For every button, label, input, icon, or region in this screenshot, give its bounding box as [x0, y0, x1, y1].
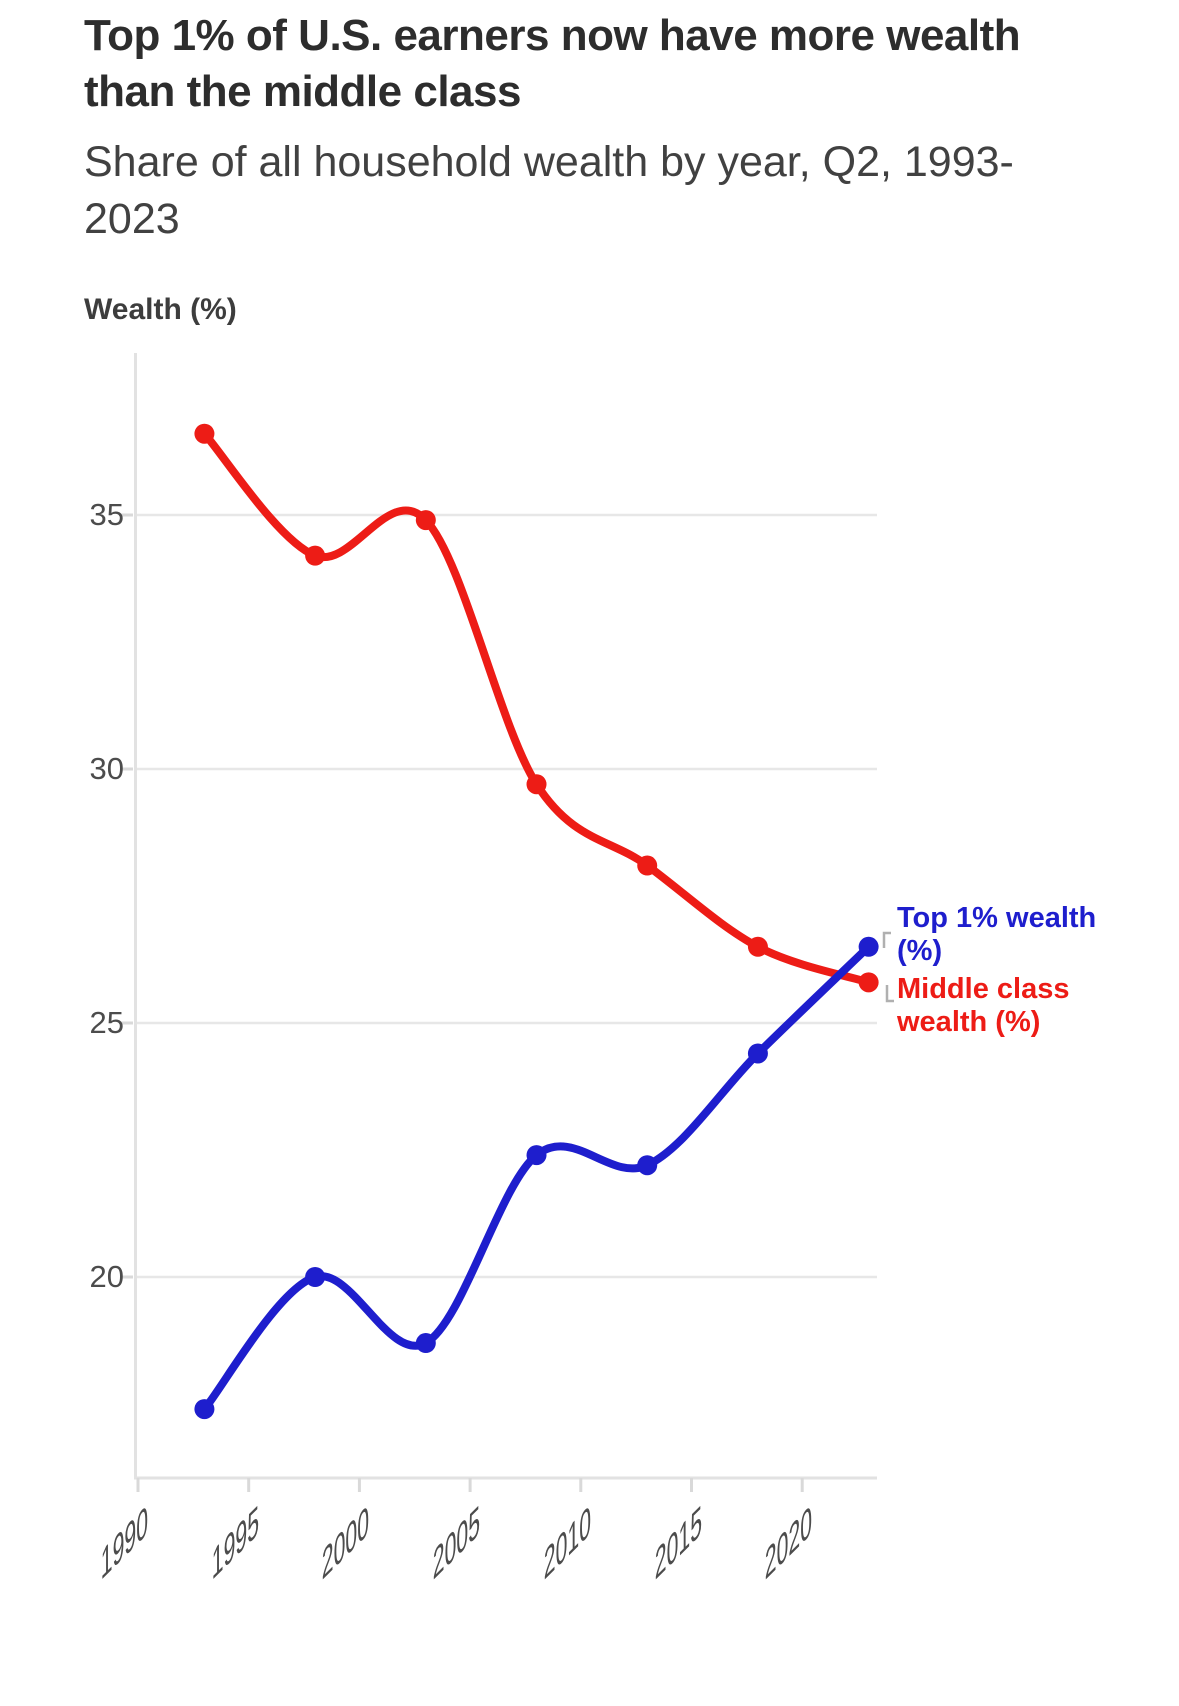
data-point-top1[interactable] — [526, 1145, 547, 1166]
data-point-top1[interactable] — [637, 1155, 658, 1176]
y-axis-title: Wealth (%) — [84, 293, 237, 326]
series-label-top1: Top 1% wealth (%) — [897, 902, 1096, 968]
chart-subtitle-line2: 2023 — [84, 195, 180, 243]
y-tick-label-20: 20 — [89, 1259, 124, 1294]
label-connector-middle-class — [885, 985, 894, 1003]
data-point-top1[interactable] — [747, 1043, 768, 1064]
y-tick-label-35: 35 — [89, 497, 124, 532]
data-point-middle-class[interactable] — [415, 510, 436, 531]
series-label-middle-class: Middle class wealth (%) — [897, 973, 1069, 1039]
chart-title: Top 1% of U.S. earners now have more wea… — [84, 8, 1144, 120]
data-point-top1[interactable] — [194, 1399, 215, 1420]
series-line-top1 — [200, 942, 873, 1414]
chart-page: Top 1% of U.S. earners now have more wea… — [84, 8, 1144, 1590]
data-point-middle-class[interactable] — [526, 774, 547, 795]
series-label-middle-line2: wealth (%) — [897, 1006, 1041, 1038]
data-point-middle-class[interactable] — [637, 855, 658, 876]
series-label-middle-line1: Middle class — [897, 973, 1070, 1005]
label-connector-top1 — [882, 931, 891, 948]
data-point-top1[interactable] — [305, 1267, 326, 1287]
series-label-top1-line1: Top 1% wealth — [897, 902, 1097, 934]
data-point-middle-class[interactable] — [194, 423, 215, 444]
chart-subtitle: Share of all household wealth by year, Q… — [84, 134, 1144, 248]
chart-subtitle-line1: Share of all household wealth by year, Q… — [84, 138, 1014, 186]
line-chart-canvas — [120, 353, 894, 1492]
chart-header: Top 1% of U.S. earners now have more wea… — [84, 8, 1144, 248]
data-point-middle-class[interactable] — [747, 936, 768, 957]
series-label-top1-line2: (%) — [897, 935, 943, 967]
y-tick-label-25: 25 — [89, 1005, 124, 1040]
chart-title-line1: Top 1% of U.S. earners now have more wea… — [84, 11, 1021, 60]
chart-title-line2: than the middle class — [84, 67, 521, 116]
y-tick-label-30: 30 — [89, 751, 124, 786]
data-point-middle-class[interactable] — [858, 972, 879, 993]
data-point-top1[interactable] — [415, 1333, 436, 1354]
data-point-middle-class[interactable] — [305, 545, 326, 566]
data-point-top1[interactable] — [858, 936, 879, 957]
